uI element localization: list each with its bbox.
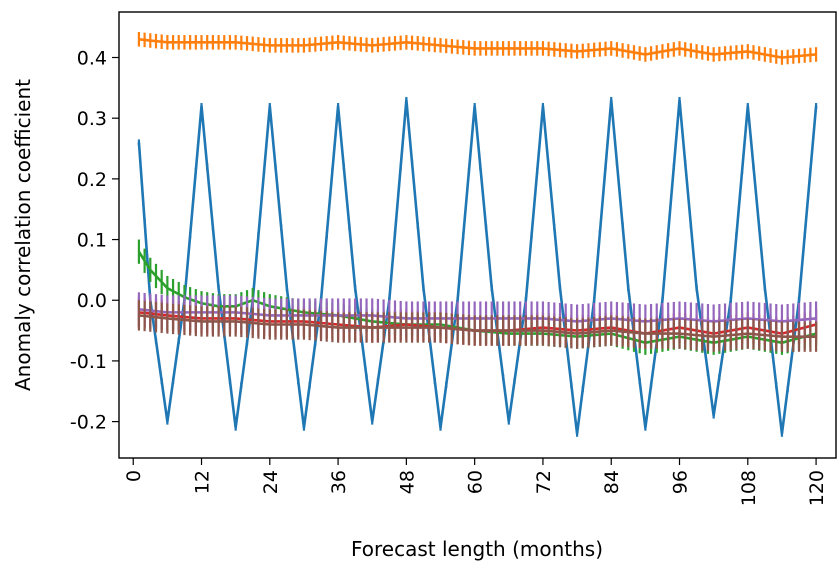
x-tick-label: 96 bbox=[670, 470, 692, 494]
x-tick-label: 36 bbox=[328, 470, 350, 494]
x-tick-label: 120 bbox=[806, 470, 828, 506]
series-0 bbox=[137, 96, 818, 437]
series-line bbox=[138, 38, 817, 59]
x-tick-label: 108 bbox=[738, 470, 760, 506]
x-tick-label: 72 bbox=[533, 470, 555, 494]
y-tick-label: -0.1 bbox=[70, 351, 107, 373]
y-tick-label: 0.2 bbox=[77, 169, 107, 191]
y-tick-label: 0.0 bbox=[77, 290, 107, 312]
y-axis-label: Anomaly correlation coefficient bbox=[11, 79, 35, 391]
series-line bbox=[137, 98, 818, 436]
series-5 bbox=[137, 300, 818, 352]
x-tick-label: 48 bbox=[396, 470, 418, 494]
x-tick-label: 12 bbox=[192, 470, 214, 494]
y-tick-label: 0.3 bbox=[77, 108, 107, 130]
y-tick-label: 0.1 bbox=[77, 230, 107, 252]
x-tick-label: 24 bbox=[260, 470, 282, 494]
series-line bbox=[138, 314, 817, 338]
x-axis-ticks: 0 12 24 36 48 60 72 84 96 108 120 bbox=[123, 458, 828, 506]
plot-area bbox=[137, 32, 818, 437]
series-1 bbox=[137, 32, 818, 65]
y-tick-label: -0.2 bbox=[70, 412, 107, 434]
x-tick-label: 84 bbox=[601, 470, 623, 494]
y-tick-label: 0.4 bbox=[77, 48, 107, 70]
y-axis-ticks: 0.4 0.3 0.2 0.1 0.0 -0.1 -0.2 bbox=[70, 48, 119, 434]
x-axis-label: Forecast length (months) bbox=[351, 537, 603, 561]
x-tick-label: 60 bbox=[465, 470, 487, 494]
x-tick-label: 0 bbox=[123, 470, 145, 482]
axes-frame bbox=[118, 11, 837, 459]
